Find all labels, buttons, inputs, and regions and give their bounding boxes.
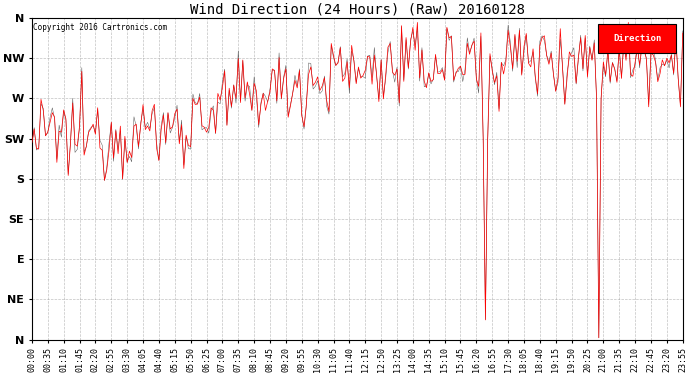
FancyBboxPatch shape bbox=[598, 24, 676, 53]
Title: Wind Direction (24 Hours) (Raw) 20160128: Wind Direction (24 Hours) (Raw) 20160128 bbox=[190, 3, 525, 17]
Text: Direction: Direction bbox=[613, 34, 661, 44]
Text: Copyright 2016 Cartronics.com: Copyright 2016 Cartronics.com bbox=[32, 23, 167, 32]
